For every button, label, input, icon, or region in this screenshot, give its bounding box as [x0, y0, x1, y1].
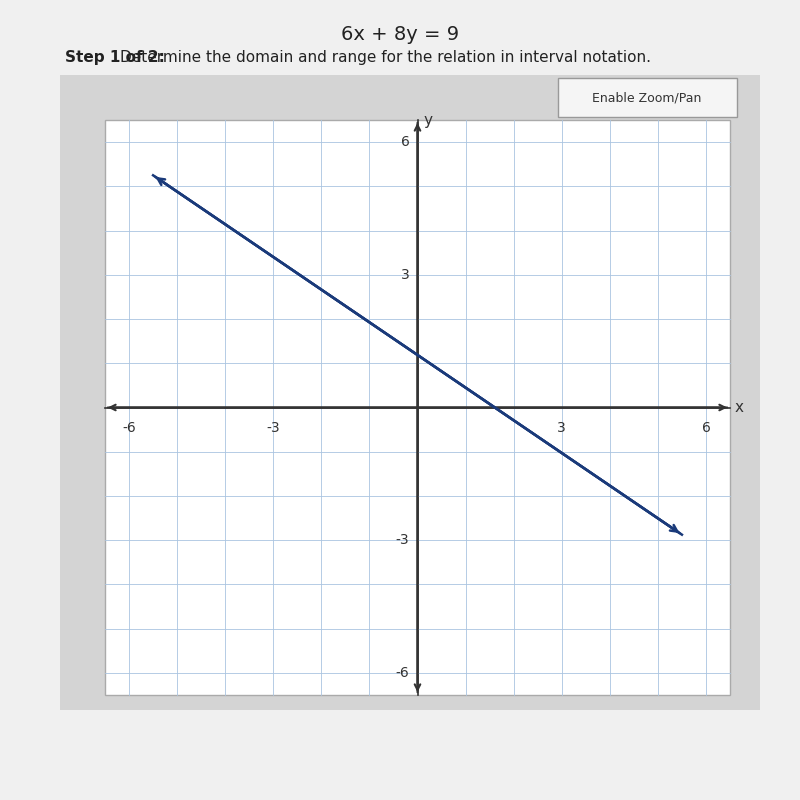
Text: 3: 3: [558, 422, 566, 435]
FancyBboxPatch shape: [558, 78, 737, 117]
Text: Determine the domain and range for the relation in interval notation.: Determine the domain and range for the r…: [120, 50, 651, 65]
FancyBboxPatch shape: [60, 75, 760, 710]
Text: -3: -3: [396, 533, 410, 547]
Text: 3: 3: [401, 268, 410, 282]
Text: y: y: [423, 113, 433, 127]
FancyBboxPatch shape: [105, 120, 730, 695]
Text: Step 1 of 2:: Step 1 of 2:: [65, 50, 165, 65]
Text: x: x: [735, 400, 744, 415]
Text: Enable Zoom/Pan: Enable Zoom/Pan: [592, 91, 702, 105]
Text: 6x + 8y = 9: 6x + 8y = 9: [341, 25, 459, 44]
Text: 6: 6: [702, 422, 710, 435]
Text: -6: -6: [122, 422, 136, 435]
Text: -6: -6: [396, 666, 410, 680]
Text: 6: 6: [401, 135, 410, 149]
Text: -3: -3: [266, 422, 280, 435]
